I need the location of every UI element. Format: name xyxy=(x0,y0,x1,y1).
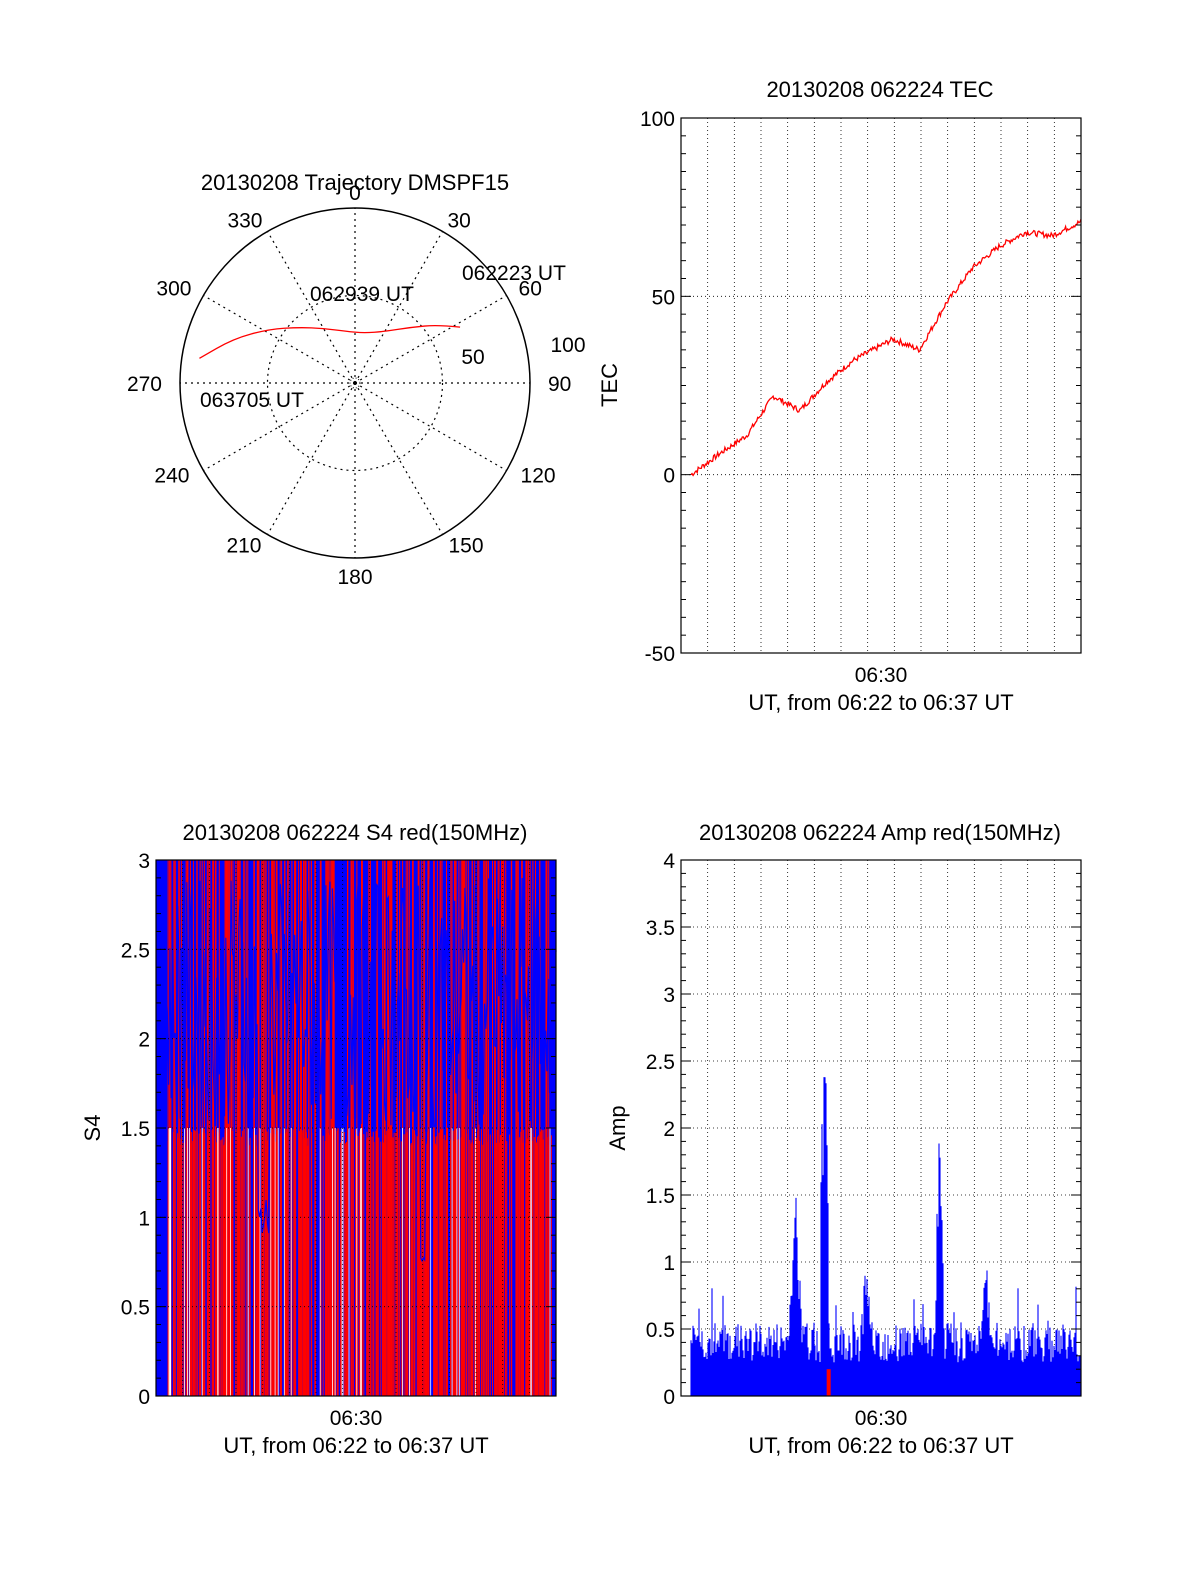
amp-x-tick-0630: 06:30 xyxy=(855,1407,908,1430)
y-tick-label-3.5: 3.5 xyxy=(646,917,675,940)
s4-x-tick-0630: 06:30 xyxy=(330,1407,383,1430)
tec-series-line xyxy=(690,218,1082,477)
s4-blue-series xyxy=(165,877,557,1263)
polar-angle-label-0: 0 xyxy=(349,182,361,205)
amp-title: 20130208 062224 Amp red(150MHz) xyxy=(699,820,1061,845)
polar-center-mark xyxy=(349,377,361,389)
polar-angle-labels: 0 30 60 90 120 150 180 210 240 270 300 330 xyxy=(127,182,571,589)
s4-plot: 20130208 062224 S4 red(150MHz) 3 2.5 2 1.5 1… xyxy=(80,820,557,1458)
tec-x-tick-0630: 06:30 xyxy=(855,664,908,687)
tec-title: 20130208 062224 TEC xyxy=(766,77,993,102)
polar-angle-label-180: 180 xyxy=(337,566,372,589)
polar-angle-label-330: 330 xyxy=(227,209,262,232)
s4-x-label: UT, from 06:22 to 06:37 UT xyxy=(223,1433,488,1458)
y-tick-label--50: -50 xyxy=(645,643,675,666)
polar-angle-label-270: 270 xyxy=(127,373,162,396)
s4-title: 20130208 062224 S4 red(150MHz) xyxy=(183,820,528,845)
y-tick-label-100: 100 xyxy=(640,108,675,131)
polar-radial-ring xyxy=(266,294,444,472)
polar-spoke xyxy=(354,231,444,384)
polar-radial-label-100: 100 xyxy=(550,334,585,357)
y-tick-label-3: 3 xyxy=(663,984,675,1007)
polar-spoke xyxy=(354,294,507,384)
y-tick-label-50: 50 xyxy=(652,286,675,309)
trajectory-line xyxy=(199,324,461,359)
trajectory-end-label: 063705 UT xyxy=(200,389,304,412)
amp-blue-series xyxy=(690,1077,1081,1396)
polar-angle-label-210: 210 xyxy=(226,535,261,558)
polar-spoke xyxy=(354,382,444,535)
polar-angle-label-300: 300 xyxy=(156,278,191,301)
polar-angle-label-90: 90 xyxy=(548,373,571,396)
y-tick-label-4: 4 xyxy=(663,850,675,873)
y-tick-label-0: 0 xyxy=(663,465,675,488)
polar-angle-label-150: 150 xyxy=(449,535,484,558)
amp-red-series xyxy=(826,1369,831,1396)
y-tick-label-1: 1 xyxy=(663,1252,675,1275)
tec-axes-frame xyxy=(680,117,1082,654)
y-tick-label-2.5: 2.5 xyxy=(121,939,150,962)
amp-x-label: UT, from 06:22 to 06:37 UT xyxy=(748,1433,1013,1458)
polar-title: 20130208 Trajectory DMSPF15 xyxy=(201,170,509,195)
y-tick-label-0: 0 xyxy=(663,1386,675,1409)
trajectory-mid-label: 062939 UT xyxy=(310,283,414,306)
polar-grid xyxy=(180,208,530,558)
amp-grid xyxy=(681,860,1081,1396)
y-tick-label-1: 1 xyxy=(138,1207,150,1230)
y-tick-label-0.5: 0.5 xyxy=(121,1297,150,1320)
s4-grid xyxy=(156,860,556,1396)
y-tick-label-0.5: 0.5 xyxy=(646,1319,675,1342)
polar-spoke xyxy=(354,382,507,472)
y-tick-label-3: 3 xyxy=(138,850,150,873)
polar-radial-label-50: 50 xyxy=(461,346,484,369)
polar-angle-label-30: 30 xyxy=(448,209,471,232)
polar-angle-label-240: 240 xyxy=(154,465,189,488)
polar-spoke xyxy=(266,382,356,535)
polar-angle-label-120: 120 xyxy=(521,465,556,488)
tec-y-label: TEC xyxy=(597,363,622,407)
amp-red-bar xyxy=(826,1369,831,1396)
tec-grid xyxy=(681,118,1081,653)
polar-outer-circle xyxy=(179,207,531,559)
y-tick-label-1.5: 1.5 xyxy=(121,1118,150,1141)
s4-y-ticks: 3 2.5 2 1.5 1 0.5 0 xyxy=(121,850,556,1409)
y-tick-label-2.5: 2.5 xyxy=(646,1051,675,1074)
s4-y-label: S4 xyxy=(80,1115,105,1142)
tec-y-ticks: 100 50 0 -50 xyxy=(640,108,1081,666)
y-tick-label-2: 2 xyxy=(663,1118,675,1141)
tec-plot: 20130208 062224 TEC 100 50 0 -50 06:30 UT, … xyxy=(597,77,1082,715)
y-tick-label-1.5: 1.5 xyxy=(646,1185,675,1208)
tec-x-label: UT, from 06:22 to 06:37 UT xyxy=(748,690,1013,715)
polar-angle-label-60: 60 xyxy=(519,278,542,301)
y-tick-label-0: 0 xyxy=(138,1386,150,1409)
amp-y-label: Amp xyxy=(605,1105,630,1150)
polar-spoke xyxy=(203,382,356,472)
trajectory-start-label: 062223 UT xyxy=(462,262,566,285)
amp-y-ticks: 4 3.5 3 2.5 2 1.5 1 0.5 0 xyxy=(646,850,1081,1409)
polar-plot: 20130208 Trajectory DMSPF15 0 30 60 90 120 15… xyxy=(127,170,586,589)
y-tick-label-2: 2 xyxy=(138,1029,150,1052)
amp-plot: 20130208 062224 Amp red(150MHz) 4 3.5 3 2.5… xyxy=(605,820,1082,1458)
polar-spoke xyxy=(203,294,356,384)
polar-spoke xyxy=(266,231,356,384)
